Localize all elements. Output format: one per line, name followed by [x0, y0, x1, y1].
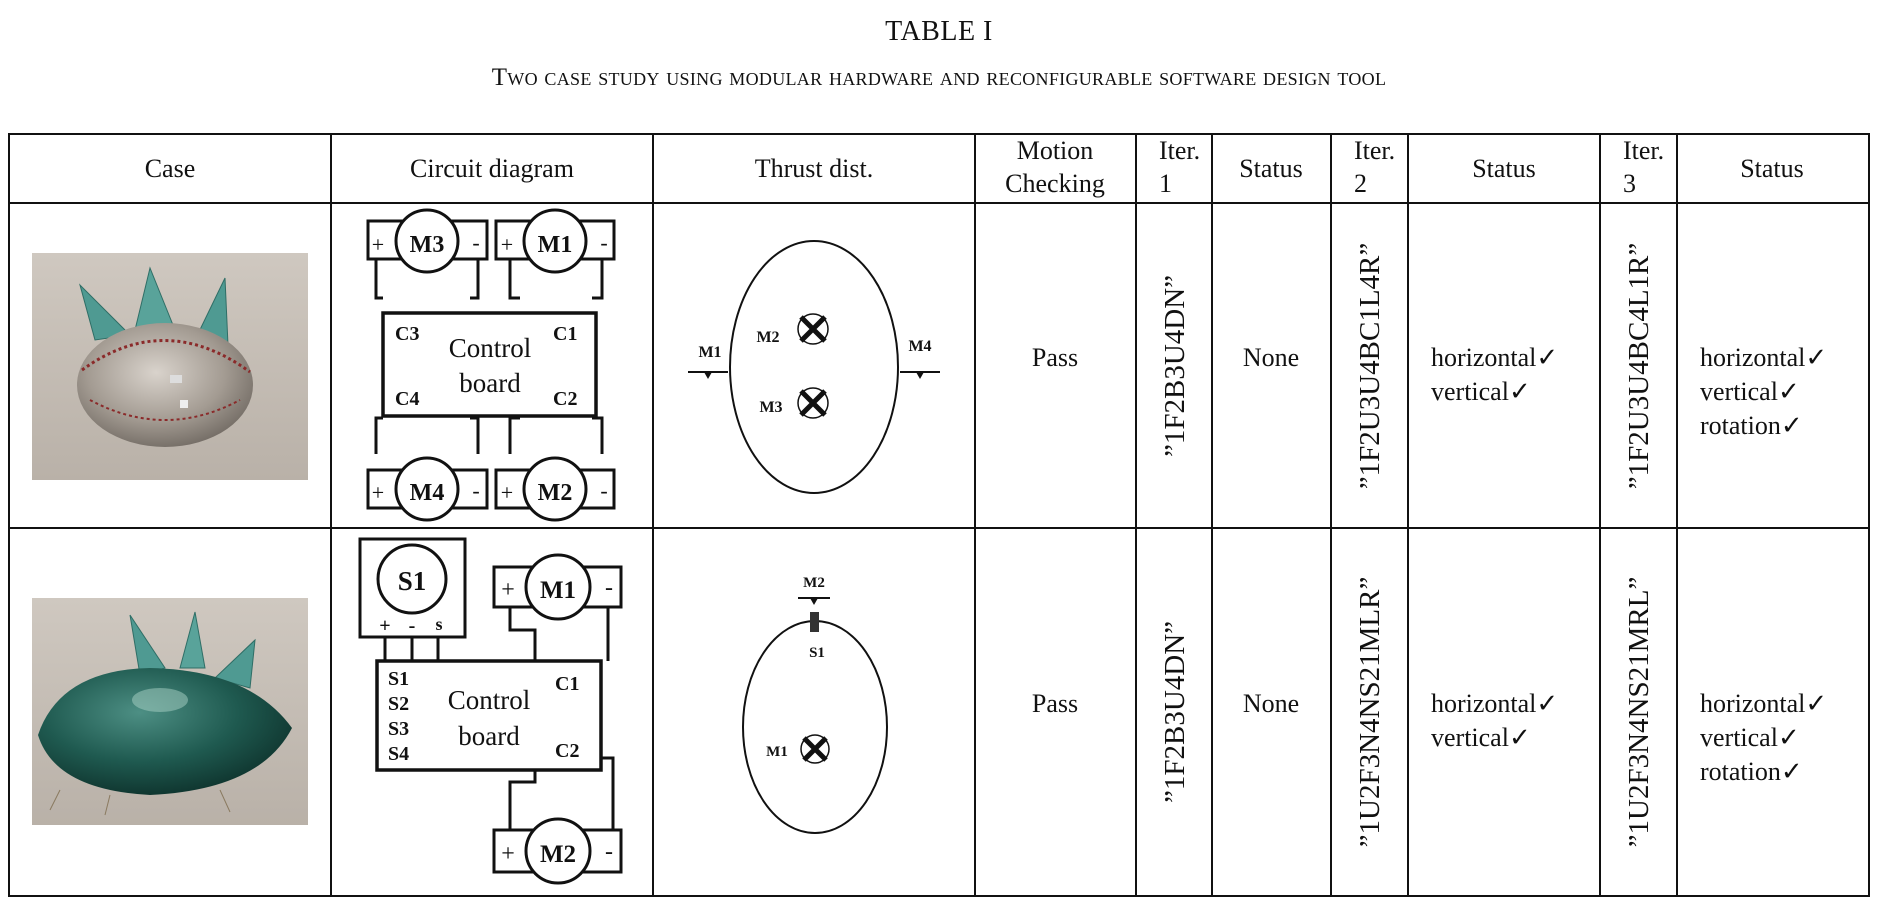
- thrust-label-m4: M4: [908, 338, 931, 355]
- status1-2: None: [1243, 689, 1299, 718]
- header-iter1-line1: Iter.: [1159, 136, 1200, 165]
- circuit-labels-1: M3 M1 M4 M2 + - + - + - + - C3 C1 C4 C2 …: [372, 230, 608, 506]
- board-label-line1: Control: [449, 333, 532, 363]
- propeller-icon: [797, 387, 829, 419]
- motor-label-m3: M3: [410, 232, 445, 258]
- header-case: Case: [145, 154, 196, 183]
- table-label: TABLE I: [885, 16, 993, 47]
- servo-label-s1: S1: [398, 566, 427, 596]
- status3-line2-1: vertical✓: [1700, 377, 1800, 406]
- header-iter2-line1: Iter.: [1354, 136, 1395, 165]
- minus-sign: -: [472, 230, 479, 255]
- table-header: Case Circuit diagram Thrust dist. Motion…: [145, 136, 1804, 198]
- propeller-icon: [800, 734, 830, 764]
- case-photo-1: [32, 253, 308, 480]
- header-thrust: Thrust dist.: [755, 154, 873, 183]
- header-iter3-line2: 3: [1623, 169, 1636, 198]
- header-status2: Status: [1472, 154, 1536, 183]
- motor-label-m4: M4: [410, 480, 445, 506]
- status2-line1-2: horizontal✓: [1431, 689, 1558, 718]
- port-label-c1: C1: [553, 323, 577, 345]
- header-iter3-line1: Iter.: [1623, 136, 1664, 165]
- status2-line1-1: horizontal✓: [1431, 343, 1558, 372]
- motion-checking-1: Pass: [1032, 343, 1078, 372]
- header-status1: Status: [1239, 154, 1303, 183]
- thrust-label-s1: S1: [809, 645, 825, 661]
- table-grid: [8, 133, 1870, 897]
- header-motion-line1: Motion: [1017, 136, 1094, 165]
- board-label-line1: Control: [448, 685, 531, 715]
- status2-line2-1: vertical✓: [1431, 377, 1531, 406]
- iter3-config-2: ”1U2F3N4NS21MRL”: [1623, 577, 1655, 848]
- minus-sign: -: [605, 575, 613, 601]
- port-label-c1: C1: [555, 673, 579, 695]
- plus-sign: +: [372, 232, 384, 257]
- iter2-config-1: ”1F2U3U4BC1L4R”: [1354, 243, 1386, 490]
- status3-line3-2: rotation✓: [1700, 757, 1803, 786]
- port-label-c2: C2: [555, 740, 579, 762]
- servo-pin-minus: -: [409, 615, 416, 637]
- status3-line1-2: horizontal✓: [1700, 689, 1827, 718]
- minus-sign: -: [605, 839, 613, 865]
- board-label-line2: board: [458, 721, 520, 751]
- port-label-s4: S4: [388, 743, 409, 765]
- motion-checking-2: Pass: [1032, 689, 1078, 718]
- plus-sign: +: [501, 577, 515, 603]
- thrust-label-m2: M2: [756, 329, 779, 346]
- minus-sign: -: [472, 478, 479, 503]
- status3-line1-1: horizontal✓: [1700, 343, 1827, 372]
- table-caption: Two case study using modular hardware an…: [491, 64, 1387, 91]
- iter1-config-2: ”1F2B3U4DN”: [1159, 621, 1191, 803]
- thrust-diagram-2: M2 S1 M1: [742, 575, 888, 834]
- header-motion-line2: Checking: [1005, 169, 1105, 198]
- case-photo-2: [32, 598, 308, 825]
- plus-sign: +: [372, 480, 384, 505]
- circuit-diagram-2: [358, 537, 623, 885]
- port-label-c4: C4: [395, 388, 419, 410]
- motor-label-m2: M2: [540, 841, 576, 868]
- header-circuit: Circuit diagram: [410, 154, 574, 183]
- status3-line2-2: vertical✓: [1700, 723, 1800, 752]
- motor-label-m2: M2: [538, 480, 573, 506]
- thrust-label-m2: M2: [803, 575, 825, 591]
- header-status3: Status: [1740, 154, 1804, 183]
- port-label-s2: S2: [388, 693, 409, 715]
- circuit-diagram-1: [366, 208, 616, 522]
- motor-label-m1: M1: [540, 577, 576, 604]
- plus-sign: +: [501, 232, 513, 257]
- thrust-label-m1: M1: [698, 344, 721, 361]
- status1-1: None: [1243, 343, 1299, 372]
- servo-pin-signal: s: [435, 614, 442, 634]
- propeller-icon: [797, 313, 829, 345]
- plus-sign: +: [501, 841, 515, 867]
- servo-pin-plus: +: [379, 615, 390, 637]
- thrust-diagram-1: M1 M4 M2 M3: [688, 240, 940, 494]
- thrust-label-m1: M1: [766, 744, 788, 760]
- plus-sign: +: [501, 480, 513, 505]
- thrust-label-m3: M3: [759, 399, 782, 416]
- port-label-c2: C2: [553, 388, 577, 410]
- iter3-config-1: ”1F2U3U4BC4L1R”: [1623, 243, 1655, 490]
- header-iter1-line2: 1: [1159, 169, 1172, 198]
- iter2-config-2: ”1U2F3N4NS21MLR”: [1354, 577, 1386, 848]
- status3-line3-1: rotation✓: [1700, 411, 1803, 440]
- iter1-config-1: ”1F2B3U4DN”: [1159, 275, 1191, 457]
- board-label-line2: board: [459, 368, 521, 398]
- circuit-labels-2: S1 + - s M1 M2 + - + - S1 S2 S3 S4 C1 C2…: [379, 566, 613, 868]
- motor-label-m1: M1: [538, 232, 573, 258]
- port-label-s1: S1: [388, 668, 409, 690]
- minus-sign: -: [600, 478, 607, 503]
- port-label-s3: S3: [388, 718, 409, 740]
- header-iter2-line2: 2: [1354, 169, 1367, 198]
- port-label-c3: C3: [395, 323, 419, 345]
- minus-sign: -: [600, 230, 607, 255]
- status2-line2-2: vertical✓: [1431, 723, 1531, 752]
